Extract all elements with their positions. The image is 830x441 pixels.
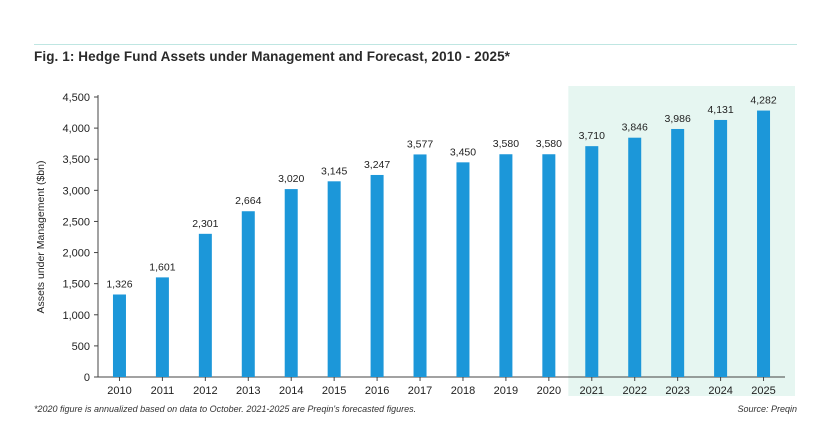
bar-2010 xyxy=(112,294,126,377)
bar-2024 xyxy=(714,119,728,378)
title-rule xyxy=(34,44,797,45)
x-tick-label-2020: 2020 xyxy=(537,385,561,397)
x-tick-label-2011: 2011 xyxy=(151,385,175,397)
data-label-2024: 4,131 xyxy=(707,104,733,116)
data-label-2012: 2,301 xyxy=(192,218,218,230)
x-tick-label-2017: 2017 xyxy=(408,385,432,397)
x-tick-label-2015: 2015 xyxy=(322,385,346,397)
data-label-2015: 3,145 xyxy=(321,165,347,177)
y-tick-label: 1,500 xyxy=(62,279,90,291)
data-label-2016: 3,247 xyxy=(364,159,390,171)
data-label-2025: 4,282 xyxy=(750,95,776,107)
data-label-2019: 3,580 xyxy=(493,138,519,150)
bar-2014 xyxy=(284,189,298,377)
data-label-2023: 3,986 xyxy=(665,113,691,125)
x-tick-label-2018: 2018 xyxy=(451,385,475,397)
y-tick-label: 0 xyxy=(84,372,90,384)
y-tick-label: 4,500 xyxy=(62,92,90,104)
bar-2017 xyxy=(413,154,427,377)
bar-2019 xyxy=(499,154,513,377)
data-label-2017: 3,577 xyxy=(407,138,433,150)
footnote: *2020 figure is annualized based on data… xyxy=(34,404,417,414)
bar-2012 xyxy=(198,233,212,377)
bar-2022 xyxy=(628,137,642,377)
x-tick-label-2016: 2016 xyxy=(365,385,389,397)
data-label-2018: 3,450 xyxy=(450,146,476,158)
source-note: Source: Preqin xyxy=(737,404,797,414)
y-tick-label: 3,500 xyxy=(62,154,90,166)
y-tick-label: 3,000 xyxy=(62,185,90,197)
bar-2023 xyxy=(671,128,685,377)
x-tick-label-2022: 2022 xyxy=(622,385,646,397)
bar-2021 xyxy=(585,146,599,377)
data-label-2021: 3,710 xyxy=(579,130,605,142)
data-label-2014: 3,020 xyxy=(278,173,304,185)
data-label-2013: 2,664 xyxy=(235,195,261,207)
bar-2020 xyxy=(542,154,556,377)
bar-2015 xyxy=(327,181,341,377)
data-label-2011: 1,601 xyxy=(149,261,175,273)
x-tick-label-2021: 2021 xyxy=(580,385,604,397)
x-tick-label-2019: 2019 xyxy=(494,385,518,397)
data-label-2022: 3,846 xyxy=(622,122,648,134)
x-tick-label-2014: 2014 xyxy=(279,385,303,397)
bar-2025 xyxy=(757,110,771,377)
chart-title: Fig. 1: Hedge Fund Assets under Manageme… xyxy=(34,49,511,64)
y-tick-label: 2,500 xyxy=(62,216,90,228)
bar-2011 xyxy=(155,277,169,377)
x-tick-label-2013: 2013 xyxy=(236,385,260,397)
x-tick-label-2010: 2010 xyxy=(107,385,131,397)
y-tick-label: 2,000 xyxy=(62,248,90,260)
bar-2016 xyxy=(370,174,384,377)
y-tick-label: 1,000 xyxy=(62,310,90,322)
bar-2013 xyxy=(241,211,255,377)
y-tick-label: 4,000 xyxy=(62,123,90,135)
bar-2018 xyxy=(456,162,470,377)
x-tick-label-2023: 2023 xyxy=(665,385,689,397)
data-label-2010: 1,326 xyxy=(106,278,132,290)
x-tick-label-2012: 2012 xyxy=(193,385,217,397)
x-tick-label-2024: 2024 xyxy=(708,385,732,397)
y-tick-label: 500 xyxy=(72,341,90,353)
data-label-2020: 3,580 xyxy=(536,138,562,150)
x-tick-label-2025: 2025 xyxy=(751,385,775,397)
y-axis-label: Assets under Management ($bn) xyxy=(35,161,47,314)
